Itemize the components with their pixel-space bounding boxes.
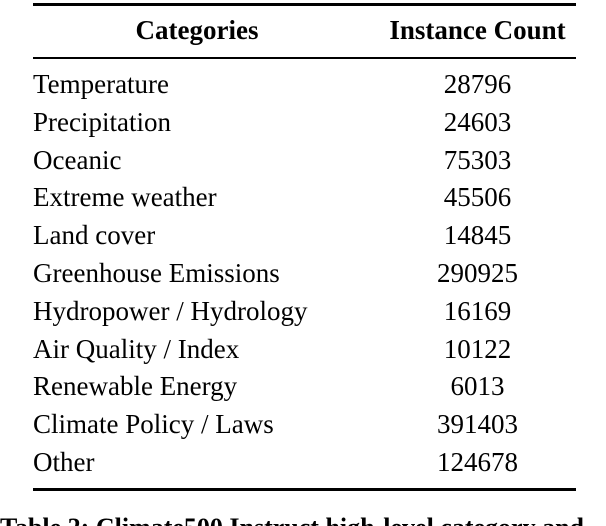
table-cell: 75303 [443,144,512,175]
table-cell: 391403 [437,409,518,440]
table-cell: 24603 [443,106,512,137]
table-cell: Land cover [33,220,156,251]
table-cell: Renewable Energy [33,371,238,402]
table-cell: Climate Policy / Laws [33,409,274,440]
table-cell: 28796 [443,69,512,99]
table-cell: 45506 [443,182,512,213]
table-cell: 124678 [437,447,518,477]
bottom-rule [33,488,576,491]
table-cell: Hydropower / Hydrology [33,295,308,326]
header-cell: Categories [135,15,259,45]
table-cell: 14845 [443,220,512,251]
top-rule [33,3,576,6]
mid-rule [33,57,576,59]
table-cell: Oceanic [33,144,122,175]
table-cell: Greenhouse Emissions [33,258,280,288]
caption: Table 2: Climate500 Instruct high-level … [0,512,584,526]
table-cell: 6013 [450,371,505,402]
table-cell: 16169 [443,295,512,326]
table-cell: Other [33,447,95,477]
table-cell: 10122 [443,333,512,364]
table-cell: 290925 [437,258,518,288]
table-cell: Temperature [33,69,170,99]
table-cell: Extreme weather [33,182,217,213]
table-cell: Air Quality / Index [33,333,240,364]
header-cell: Instance Count [389,15,566,45]
table-cell: Precipitation [33,106,171,137]
